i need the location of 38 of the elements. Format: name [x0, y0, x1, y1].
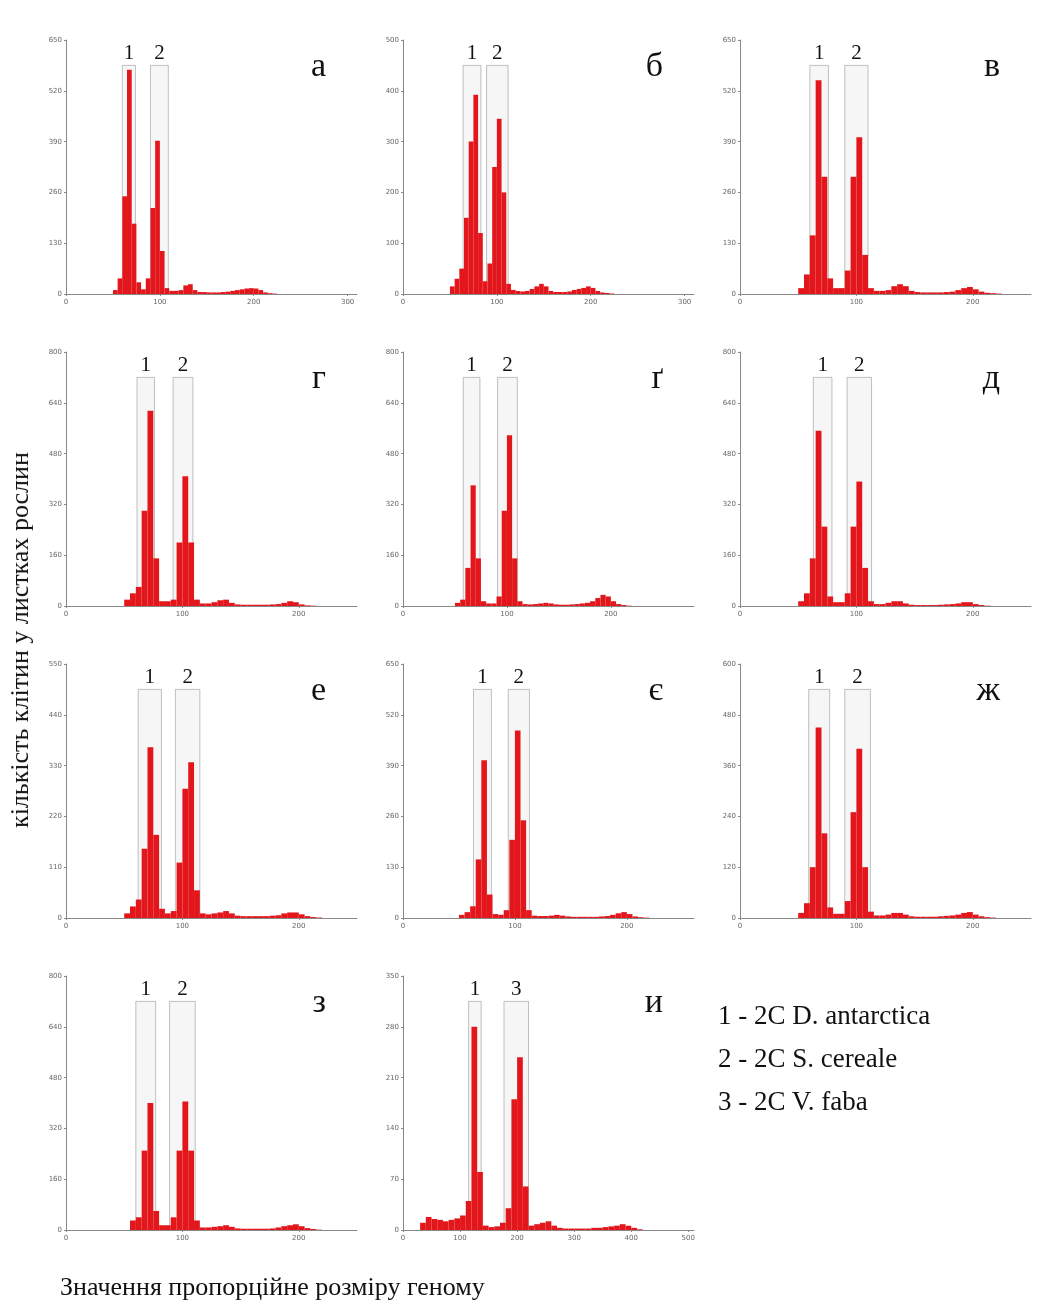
chart-title: д — [982, 357, 1001, 395]
band-label: 1 — [469, 976, 481, 1001]
band-label: 1 — [477, 664, 488, 689]
chart-title: а — [310, 45, 326, 83]
band-label: 1 — [817, 352, 828, 377]
band-label: 1 — [123, 40, 135, 65]
band-label: 2 — [177, 976, 188, 1001]
chart-title: ж — [975, 669, 1001, 707]
band-label: 1 — [144, 664, 156, 689]
chart-title: з — [312, 981, 327, 1019]
band-label: 2 — [492, 40, 503, 65]
chart-title: б — [645, 45, 664, 83]
band-label: 2 — [177, 352, 189, 377]
band-label: 1 — [466, 352, 477, 377]
text: 1 - 2C D. antarctica — [718, 1000, 931, 1031]
chart-title: г — [312, 357, 327, 395]
band-label: 3 — [511, 976, 522, 1001]
chart-title: и — [644, 981, 664, 1019]
chart-title: е — [310, 669, 326, 707]
band-label: 2 — [513, 664, 525, 689]
band-label: 1 — [813, 40, 825, 65]
text: 2 - 2C S. cereale — [718, 1043, 899, 1074]
text: кількість клітин у листках рослин — [5, 452, 35, 828]
band-label: 1 — [140, 352, 151, 377]
band-label: 2 — [502, 352, 513, 377]
chart-title: є — [648, 669, 664, 707]
band-label: 2 — [854, 352, 865, 377]
band-label: 1 — [466, 40, 478, 65]
band-label: 1 — [140, 976, 151, 1001]
band-label: 2 — [182, 664, 193, 689]
chart-title: в — [983, 45, 1001, 83]
band-label: 2 — [851, 40, 862, 65]
band-label: 2 — [154, 40, 165, 65]
chart-title: ґ — [651, 357, 664, 395]
band-label: 1 — [813, 664, 825, 689]
text: Значення пропорційне розміру геному — [60, 1272, 485, 1302]
band-label: 2 — [852, 664, 863, 689]
text: 3 - 2C V. faba — [718, 1086, 869, 1117]
